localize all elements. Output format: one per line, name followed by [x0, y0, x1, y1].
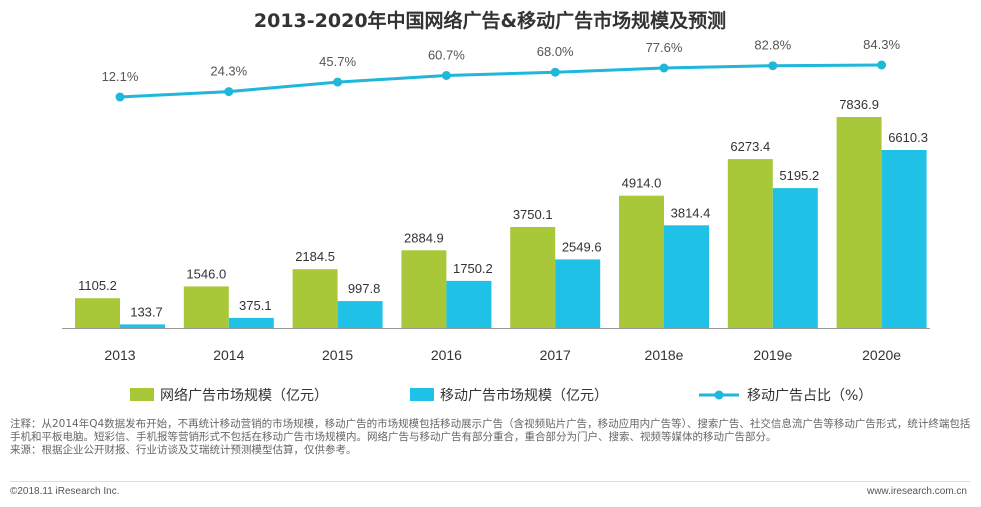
x-tick-label: 2013: [104, 347, 135, 363]
chart-title: 2013-2020年中国网络广告&移动广告市场规模及预测: [254, 9, 726, 32]
line-point-mobile-share: [441, 71, 451, 80]
bar-online-ad: [292, 269, 338, 328]
line-label-mobile-share: 82.8%: [754, 38, 791, 53]
bar-label-mobile-ad: 1750.2: [453, 261, 493, 276]
website-text: www.iresearch.com.cn: [866, 486, 967, 497]
copyright-text: ©2018.11 iResearch Inc.: [10, 486, 120, 497]
bar-label-mobile-ad: 5195.2: [779, 168, 819, 183]
line-point-mobile-share: [659, 63, 669, 73]
line-layer: 12.1% 24.3% 45.7% 60.7% 68.0% 77.6% 82.8% 84.3%: [102, 37, 900, 102]
legend-label: 网络广告市场规模（亿元）: [160, 387, 328, 404]
line-point-mobile-share: [877, 60, 887, 70]
bar-label-online-ad: 7836.9: [839, 97, 879, 112]
line-point-mobile-share: [550, 67, 560, 77]
legend-label: 移动广告市场规模（亿元）: [440, 387, 608, 404]
x-tick-label: 2017: [540, 347, 571, 363]
bar-label-online-ad: 2884.9: [404, 230, 444, 245]
bar-online-ad: [510, 227, 556, 328]
bar-mobile-ad: [664, 225, 709, 328]
bar-online-ad: [619, 195, 664, 328]
bars-layer: 1105.2 133.7 1546.0 375.1 2184.5 997.8 2884.9 1…: [75, 97, 928, 328]
legend-swatch-online-ad: [130, 388, 154, 401]
x-tick-label: 2014: [213, 347, 244, 363]
bar-online-ad: [401, 250, 447, 328]
legend-marker-mobile-share: [714, 390, 724, 400]
bar-label-mobile-ad: 2549.6: [562, 239, 602, 254]
source-text: 来源：根据企业公开财报、行业访谈及艾瑞统计预测模型估算，仅供参考。: [10, 444, 357, 456]
legend: 网络广告市场规模（亿元） 移动广告市场规模（亿元） 移动广告占比（%）: [130, 387, 872, 404]
bar-online-ad: [727, 159, 773, 328]
line-point-mobile-share: [115, 92, 125, 102]
bar-label-mobile-ad: 133.7: [130, 304, 163, 319]
x-tick-label: 2018e: [645, 347, 684, 363]
x-tick-label: 2019e: [753, 347, 792, 363]
bar-label-online-ad: 6273.4: [730, 139, 770, 154]
chart: 2013-2020年中国网络广告&移动广告市场规模及预测 1105.2 133.7…: [62, 9, 930, 404]
bar-mobile-ad: [337, 301, 383, 328]
bar-label-online-ad: 2184.5: [295, 249, 335, 264]
line-label-mobile-share: 45.7%: [319, 54, 356, 69]
x-tick-label: 2015: [322, 347, 353, 363]
bar-mobile-ad: [555, 259, 601, 328]
bar-label-mobile-ad: 3814.4: [671, 205, 711, 220]
legend-label: 移动广告占比（%）: [747, 388, 872, 404]
bar-mobile-ad: [120, 324, 165, 328]
line-label-mobile-share: 77.6%: [646, 40, 683, 55]
line-label-mobile-share: 60.7%: [428, 48, 465, 63]
line-point-mobile-share: [768, 61, 778, 71]
bar-mobile-ad: [228, 317, 274, 328]
bar-label-online-ad: 3750.1: [513, 207, 553, 222]
bar-label-mobile-ad: 997.8: [348, 281, 381, 296]
line-label-mobile-share: 24.3%: [210, 64, 247, 79]
bar-label-mobile-ad: 6610.3: [888, 130, 928, 145]
x-axis: 2013 2014 2015 2016 2017 2018e 2019e 2020e: [62, 328, 930, 363]
bar-label-online-ad: 4914.0: [622, 176, 662, 191]
line-point-mobile-share: [333, 77, 343, 87]
line-label-mobile-share: 84.3%: [863, 37, 900, 52]
bar-label-mobile-ad: 375.1: [239, 298, 272, 313]
line-mobile-share: [119, 63, 882, 99]
x-tick-label: 2016: [431, 347, 462, 363]
bar-online-ad: [75, 298, 120, 328]
x-tick-label: 2020e: [862, 347, 901, 363]
line-point-mobile-share: [224, 87, 234, 97]
legend-swatch-mobile-ad: [410, 388, 434, 401]
line-label-mobile-share: 68.0%: [537, 44, 574, 59]
bar-mobile-ad: [446, 280, 492, 328]
line-label-mobile-share: 12.1%: [102, 69, 139, 84]
bar-label-online-ad: 1105.2: [78, 278, 117, 293]
bar-online-ad: [183, 286, 229, 328]
bar-mobile-ad: [772, 188, 818, 328]
bar-online-ad: [836, 117, 882, 328]
chart-notes: 注释：从2014年Q4数据发布开始，不再统计移动营销的市场规模，移动广告的市场规…: [10, 418, 975, 457]
bar-label-online-ad: 1546.0: [186, 266, 226, 281]
note-text: 注释：从2014年Q4数据发布开始，不再统计移动营销的市场规模，移动广告的市场规…: [10, 418, 971, 443]
footer-divider: [10, 481, 970, 482]
bar-mobile-ad: [881, 150, 927, 328]
